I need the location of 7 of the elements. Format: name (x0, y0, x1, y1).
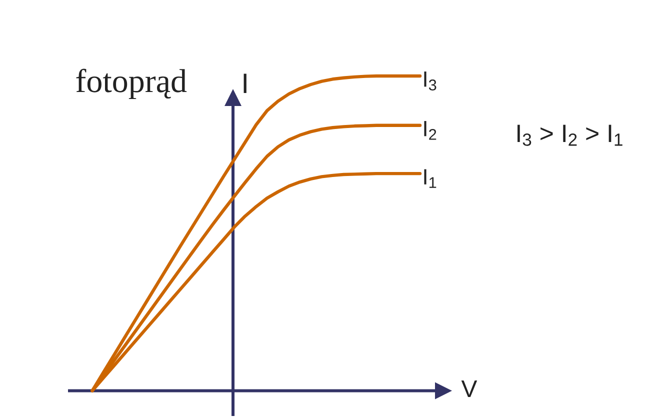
y-axis-title: I (244, 74, 246, 93)
text: I$_{3}$ > I$_{2}$ > I$_{1}$ (518, 124, 622, 146)
series-label: I$_{2}$ (424, 121, 436, 140)
series-label: I$_{1}$ (424, 169, 436, 188)
annotation: fotoprąd (76, 68, 187, 100)
series-label: I$_{3}$ (424, 72, 436, 90)
x-axis-title: V (461, 380, 478, 397)
